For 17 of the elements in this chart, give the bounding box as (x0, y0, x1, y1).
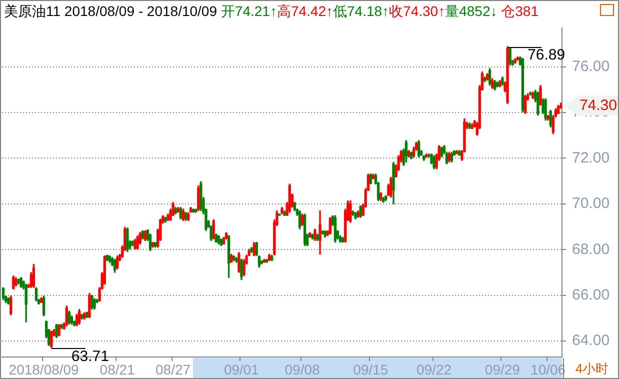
y-tick-label: 76.00 (572, 58, 610, 75)
y-tick-label: 70.00 (572, 195, 610, 212)
x-tick-label: 09/08 (284, 361, 320, 378)
text: 4小时 (575, 361, 609, 376)
y-tick-label: 68.00 (572, 240, 610, 258)
chart-title: 美原油11 2018/08/09 - 2018/10/09 (4, 3, 218, 19)
y-tick-label: 66.00 (572, 286, 610, 304)
y-tick-label: 72.00 (572, 149, 610, 166)
x-tick-label: 08/27 (156, 361, 191, 378)
text: 74.30 (579, 96, 617, 114)
x-tick-label: 09/22 (416, 361, 452, 378)
x-tick-label: 09/29 (484, 361, 520, 378)
x-tick-label: 09/01 (224, 361, 260, 378)
y-tick-label: 64.00 (572, 332, 610, 350)
annotation: 76.89 (528, 46, 566, 64)
x-tick-label: 09/15 (353, 361, 388, 378)
chart-subtitle: 开74.21↑高74.42↑低74.18↑收74.30↑量4852↓ 仓381 (220, 3, 538, 19)
